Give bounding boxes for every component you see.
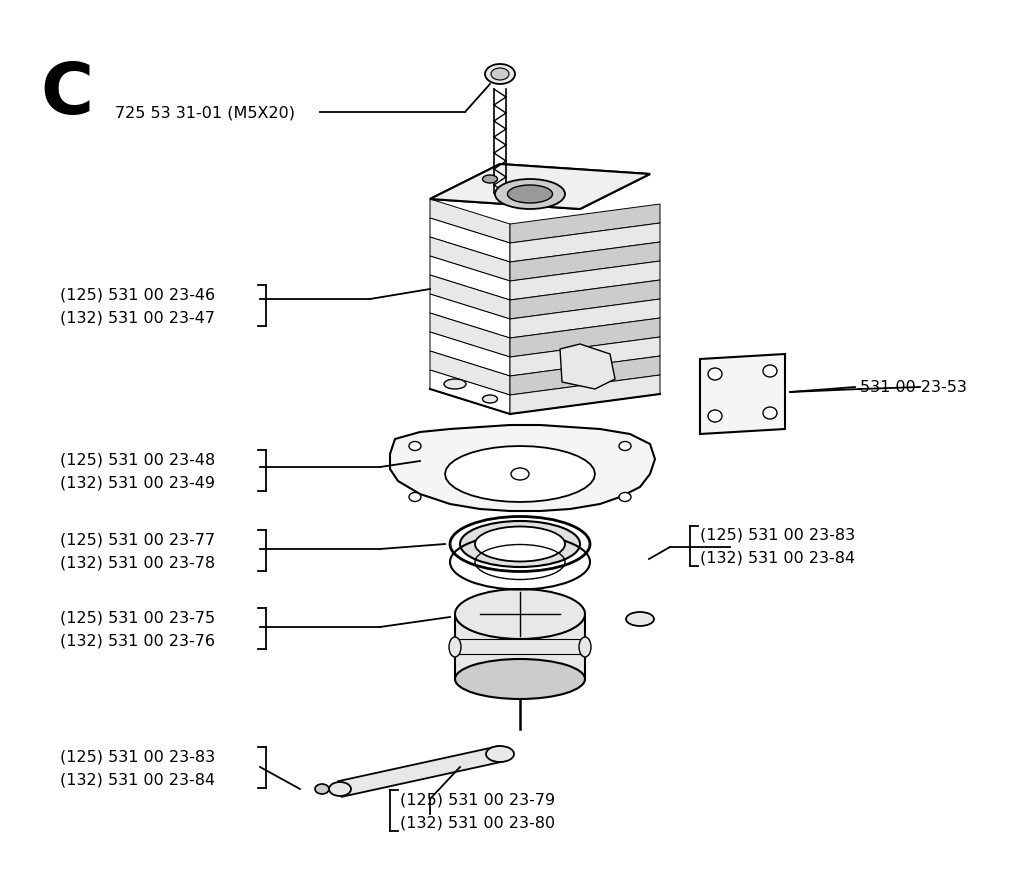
- Polygon shape: [455, 614, 585, 680]
- Polygon shape: [510, 262, 660, 301]
- Polygon shape: [510, 375, 660, 415]
- Ellipse shape: [449, 637, 461, 657]
- Polygon shape: [430, 295, 510, 339]
- Ellipse shape: [618, 442, 631, 451]
- Polygon shape: [430, 370, 510, 415]
- Ellipse shape: [482, 176, 498, 183]
- Ellipse shape: [329, 782, 351, 796]
- Ellipse shape: [315, 784, 329, 794]
- Ellipse shape: [495, 180, 565, 209]
- Ellipse shape: [455, 589, 585, 640]
- Ellipse shape: [409, 442, 421, 451]
- Text: (132) 531 00 23-78: (132) 531 00 23-78: [60, 555, 215, 570]
- Text: (125) 531 00 23-77: (125) 531 00 23-77: [60, 532, 215, 547]
- Text: C: C: [40, 60, 93, 129]
- Ellipse shape: [486, 746, 514, 762]
- Text: (125) 531 00 23-46: (125) 531 00 23-46: [60, 287, 215, 302]
- Ellipse shape: [763, 408, 777, 420]
- Ellipse shape: [763, 366, 777, 377]
- Polygon shape: [430, 333, 510, 376]
- Text: (132) 531 00 23-49: (132) 531 00 23-49: [60, 475, 215, 490]
- Polygon shape: [445, 447, 595, 502]
- Polygon shape: [390, 426, 655, 512]
- Polygon shape: [560, 345, 615, 389]
- Ellipse shape: [409, 493, 421, 502]
- Ellipse shape: [482, 395, 498, 403]
- Polygon shape: [430, 256, 510, 301]
- Polygon shape: [510, 242, 660, 282]
- Text: (125) 531 00 23-48: (125) 531 00 23-48: [60, 452, 215, 467]
- Ellipse shape: [626, 613, 654, 627]
- Text: (132) 531 00 23-84: (132) 531 00 23-84: [700, 550, 855, 565]
- Polygon shape: [510, 338, 660, 376]
- Text: (132) 531 00 23-80: (132) 531 00 23-80: [400, 814, 555, 830]
- Ellipse shape: [508, 186, 553, 203]
- Polygon shape: [510, 205, 660, 243]
- Ellipse shape: [490, 69, 509, 81]
- Ellipse shape: [460, 521, 580, 567]
- Polygon shape: [430, 352, 510, 395]
- Text: 531 00 23-53: 531 00 23-53: [860, 380, 967, 395]
- Polygon shape: [700, 355, 785, 434]
- Polygon shape: [430, 200, 510, 243]
- Polygon shape: [510, 281, 660, 320]
- Ellipse shape: [450, 517, 590, 572]
- Text: (132) 531 00 23-47: (132) 531 00 23-47: [60, 310, 215, 325]
- Text: (132) 531 00 23-84: (132) 531 00 23-84: [60, 772, 215, 786]
- Polygon shape: [510, 223, 660, 262]
- Text: (125) 531 00 23-75: (125) 531 00 23-75: [60, 610, 215, 625]
- Text: (132) 531 00 23-76: (132) 531 00 23-76: [60, 633, 215, 647]
- Polygon shape: [430, 165, 650, 209]
- Polygon shape: [430, 165, 650, 209]
- Polygon shape: [510, 300, 660, 339]
- Ellipse shape: [444, 380, 466, 389]
- Text: (125) 531 00 23-83: (125) 531 00 23-83: [700, 527, 855, 542]
- Polygon shape: [430, 238, 510, 282]
- Polygon shape: [430, 275, 510, 320]
- Ellipse shape: [511, 468, 529, 481]
- Text: (125) 531 00 23-83: (125) 531 00 23-83: [60, 748, 215, 764]
- Text: (125) 531 00 23-79: (125) 531 00 23-79: [400, 792, 555, 806]
- Ellipse shape: [708, 410, 722, 422]
- Ellipse shape: [708, 368, 722, 381]
- Text: 725 53 31-01 (M5X20): 725 53 31-01 (M5X20): [115, 105, 295, 121]
- Ellipse shape: [455, 660, 585, 700]
- Ellipse shape: [475, 527, 565, 562]
- Ellipse shape: [485, 65, 515, 85]
- Polygon shape: [510, 356, 660, 395]
- Polygon shape: [338, 746, 502, 797]
- Polygon shape: [430, 219, 510, 262]
- Ellipse shape: [579, 637, 591, 657]
- Ellipse shape: [618, 493, 631, 502]
- Polygon shape: [510, 319, 660, 357]
- Polygon shape: [430, 314, 510, 357]
